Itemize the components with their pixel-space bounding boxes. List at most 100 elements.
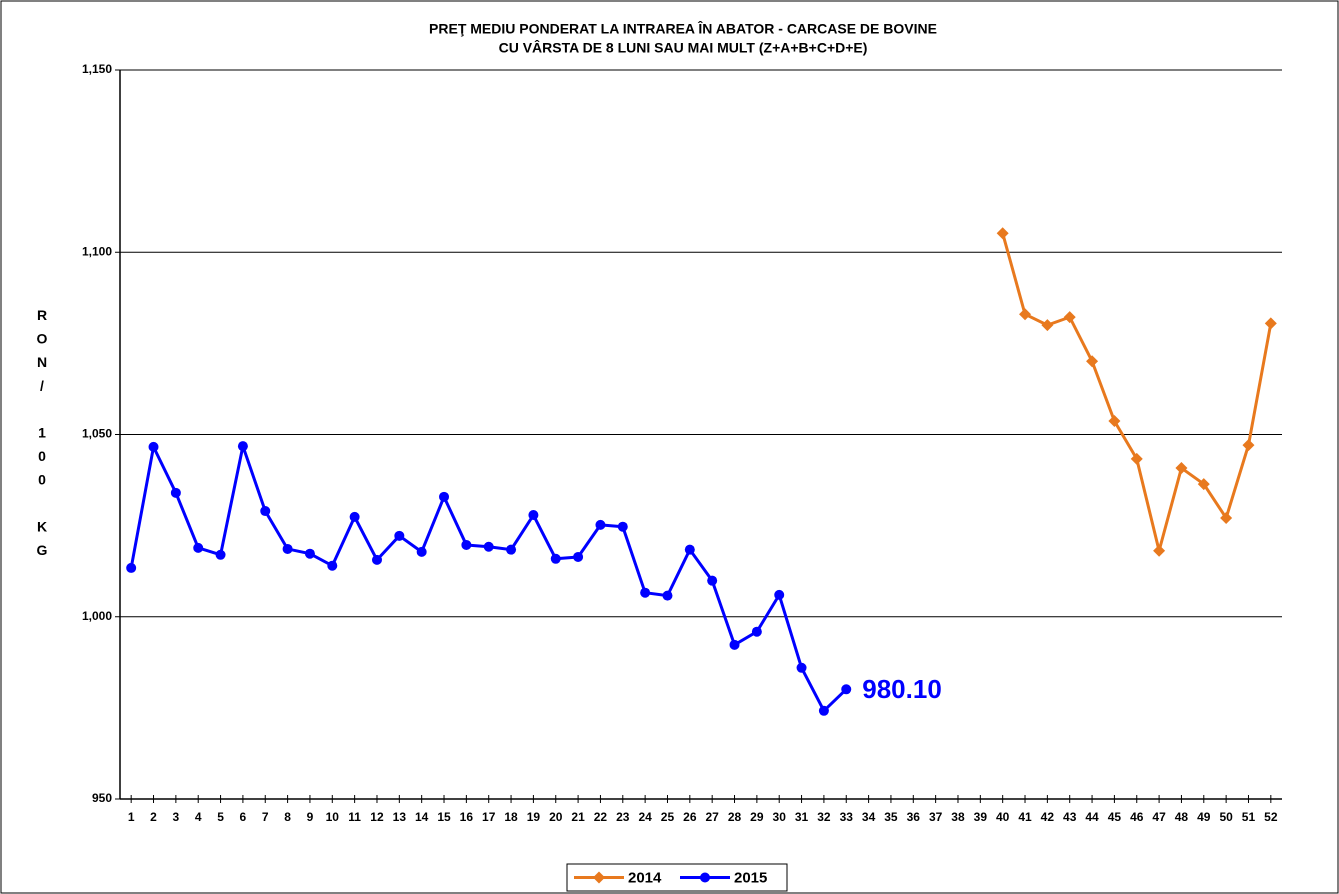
x-tick-label: 52 xyxy=(1264,810,1278,824)
legend: 2014 2015 xyxy=(566,863,788,892)
x-tick-label: 12 xyxy=(370,810,384,824)
x-tick-label: 7 xyxy=(262,810,269,824)
x-tick-label: 20 xyxy=(549,810,563,824)
data-point xyxy=(126,562,137,573)
data-point xyxy=(1019,308,1032,321)
x-tick-label: 6 xyxy=(240,810,247,824)
x-tick-label: 16 xyxy=(460,810,474,824)
x-tick-label: 3 xyxy=(173,810,180,824)
x-tick-label: 36 xyxy=(907,810,921,824)
data-point xyxy=(416,546,427,557)
data-point xyxy=(662,590,673,601)
data-point xyxy=(729,639,740,650)
x-tick-label: 18 xyxy=(504,810,518,824)
x-tick-label: 38 xyxy=(951,810,965,824)
legend-label: 2014 xyxy=(628,869,662,886)
data-point xyxy=(304,548,315,559)
data-point xyxy=(1197,478,1210,491)
data-point xyxy=(595,519,606,530)
data-point xyxy=(506,544,517,555)
x-tick-label: 17 xyxy=(482,810,496,824)
x-tick-label: 24 xyxy=(638,810,652,824)
x-tick-label: 13 xyxy=(393,810,407,824)
data-point xyxy=(371,554,382,565)
y-tick-label: 1,100 xyxy=(82,244,112,258)
x-tick-label: 37 xyxy=(929,810,943,824)
data-point xyxy=(774,589,785,600)
x-tick-label: 46 xyxy=(1130,810,1144,824)
data-point xyxy=(327,560,338,571)
chart-title: PREŢ MEDIU PONDERAT LA INTRAREA ÎN ABATO… xyxy=(429,20,937,37)
data-point xyxy=(684,544,695,555)
x-tick-label: 51 xyxy=(1242,810,1256,824)
data-point xyxy=(617,521,628,532)
data-point xyxy=(1242,439,1255,452)
x-tick-label: 10 xyxy=(326,810,340,824)
data-point xyxy=(215,549,226,560)
data-point xyxy=(1153,544,1166,557)
x-tick-label: 25 xyxy=(661,810,675,824)
data-point xyxy=(483,541,494,552)
data-point xyxy=(700,872,710,883)
x-tick-label: 28 xyxy=(728,810,742,824)
x-tick-label: 33 xyxy=(840,810,854,824)
data-point xyxy=(573,551,584,562)
x-tick-label: 32 xyxy=(817,810,831,824)
data-point xyxy=(1175,462,1188,475)
x-tick-label: 39 xyxy=(974,810,988,824)
data-point xyxy=(841,684,852,695)
data-point xyxy=(1220,511,1233,524)
x-tick-label: 26 xyxy=(683,810,697,824)
x-tick-label: 14 xyxy=(415,810,429,824)
data-point xyxy=(796,662,807,673)
x-tick-label: 43 xyxy=(1063,810,1077,824)
x-tick-label: 47 xyxy=(1152,810,1166,824)
x-tick-label: 42 xyxy=(1041,810,1055,824)
x-tick-label: 35 xyxy=(884,810,898,824)
data-point xyxy=(282,543,293,554)
data-point xyxy=(170,487,181,498)
y-tick-label: 950 xyxy=(92,791,112,805)
y-tick-label: 1,050 xyxy=(82,427,112,441)
data-point xyxy=(593,871,605,884)
data-point xyxy=(751,626,762,637)
x-tick-label: 5 xyxy=(217,810,224,824)
data-point xyxy=(193,542,204,553)
chart-title: CU VÂRSTA DE 8 LUNI SAU MAI MULT (Z+A+B+… xyxy=(499,39,868,56)
x-tick-label: 15 xyxy=(437,810,451,824)
data-point xyxy=(394,530,405,541)
data-point xyxy=(1041,319,1054,332)
data-point xyxy=(1130,452,1143,465)
data-point xyxy=(260,506,271,517)
data-point xyxy=(1086,355,1099,368)
x-tick-label: 49 xyxy=(1197,810,1211,824)
x-tick-label: 1 xyxy=(128,810,135,824)
x-tick-label: 45 xyxy=(1108,810,1122,824)
x-tick-label: 31 xyxy=(795,810,809,824)
data-point xyxy=(550,553,561,564)
x-tick-label: 48 xyxy=(1175,810,1189,824)
x-tick-label: 21 xyxy=(571,810,585,824)
data-point xyxy=(148,441,159,452)
data-point xyxy=(528,510,539,521)
y-tick-label: 1,150 xyxy=(82,62,112,76)
data-point xyxy=(439,491,450,502)
data-point xyxy=(640,587,651,598)
x-tick-label: 9 xyxy=(307,810,314,824)
x-tick-label: 11 xyxy=(348,810,361,824)
x-tick-label: 29 xyxy=(750,810,764,824)
x-tick-label: 22 xyxy=(594,810,608,824)
data-point xyxy=(237,441,248,452)
x-tick-label: 41 xyxy=(1018,810,1032,824)
x-tick-label: 23 xyxy=(616,810,630,824)
legend-label: 2015 xyxy=(734,869,767,886)
x-tick-label: 40 xyxy=(996,810,1010,824)
x-tick-label: 27 xyxy=(705,810,719,824)
x-tick-label: 2 xyxy=(150,810,157,824)
data-point xyxy=(1264,317,1277,330)
data-point xyxy=(707,575,718,586)
y-tick-label: 1,000 xyxy=(82,609,112,623)
